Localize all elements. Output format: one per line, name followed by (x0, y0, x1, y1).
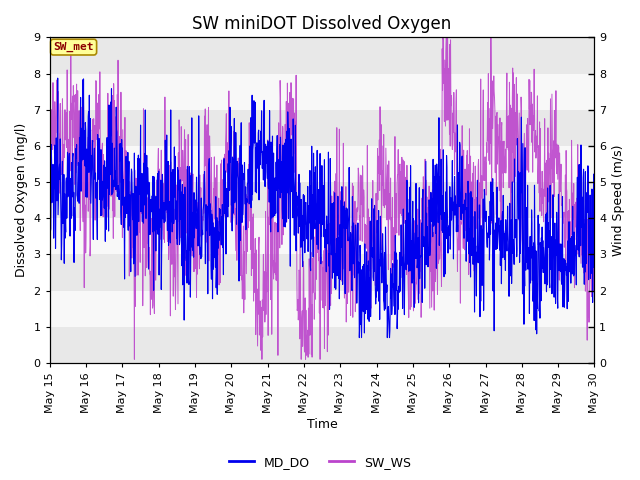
Bar (50, 73, 595, 110)
Bar (50, 110, 595, 146)
Bar (50, 218, 595, 254)
Y-axis label: Wind Speed (m/s): Wind Speed (m/s) (612, 144, 625, 256)
Bar (50, 327, 595, 363)
Title: SW miniDOT Dissolved Oxygen: SW miniDOT Dissolved Oxygen (193, 15, 452, 33)
Bar (50, 182, 595, 218)
Text: SW_met: SW_met (53, 42, 94, 52)
X-axis label: Time: Time (307, 419, 337, 432)
Bar (50, 254, 595, 290)
Bar (50, 290, 595, 327)
Y-axis label: Dissolved Oxygen (mg/l): Dissolved Oxygen (mg/l) (15, 123, 28, 277)
Bar (50, 146, 595, 182)
Legend: MD_DO, SW_WS: MD_DO, SW_WS (224, 451, 416, 474)
Bar (50, 37, 595, 73)
